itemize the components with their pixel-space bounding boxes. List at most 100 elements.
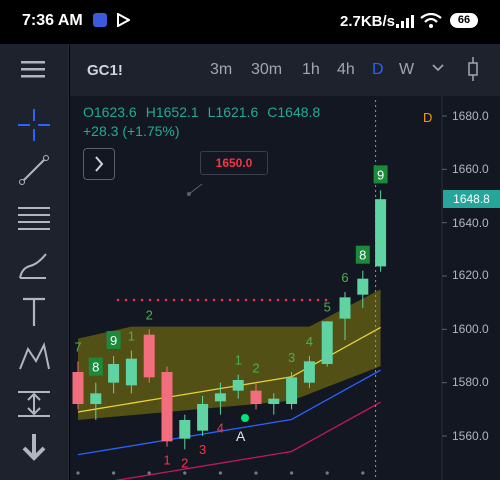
- y-tick: 1660.0: [452, 162, 489, 176]
- candle-body: [339, 297, 351, 319]
- bottom-dot: [361, 471, 365, 475]
- fib-retracement-tool[interactable]: [16, 200, 52, 236]
- chevron-right-icon: [95, 156, 104, 172]
- bottom-dot: [290, 471, 294, 475]
- timeframe-d[interactable]: D: [372, 61, 384, 78]
- timeframe-4h[interactable]: 4h: [337, 61, 355, 78]
- price-chart[interactable]: 789121234123456789: [70, 96, 500, 480]
- sequence-box: [88, 357, 103, 376]
- sequence-label: 8: [359, 248, 366, 263]
- bottom-dot: [218, 471, 222, 475]
- resistance-dot: [172, 298, 176, 302]
- resistance-dot: [244, 298, 248, 302]
- ohlc-close: C1648.8: [267, 104, 321, 120]
- sequence-label: 4: [217, 421, 224, 436]
- sequence-label: 2: [252, 361, 259, 376]
- arrow-down-icon: [22, 434, 46, 461]
- sequence-label: 4: [306, 334, 313, 349]
- resistance-dot: [300, 298, 304, 302]
- sequence-label: 3: [288, 350, 295, 365]
- timeframe-3m[interactable]: 3m: [210, 61, 233, 78]
- bottom-dot: [183, 471, 187, 475]
- resistance-dot: [308, 298, 312, 302]
- ma-pink-line: [114, 401, 381, 480]
- candle-body: [108, 364, 120, 383]
- y-tick: 1580.0: [452, 375, 489, 389]
- resistance-dot: [140, 298, 144, 302]
- chart-type-button[interactable]: [463, 56, 483, 87]
- resistance-dot: [180, 298, 184, 302]
- trend-line-icon: [19, 155, 49, 185]
- expand-legend-button[interactable]: [83, 148, 115, 180]
- timeframe-1h[interactable]: 1h: [302, 61, 320, 78]
- sequence-label: 6: [341, 270, 348, 285]
- y-tick: 1680.0: [452, 109, 489, 123]
- resistance-dot: [228, 298, 232, 302]
- candle-body: [179, 420, 191, 439]
- pattern-icon: [19, 341, 50, 370]
- sequence-label: 1: [128, 329, 135, 344]
- ma-blue-line: [77, 369, 381, 456]
- brush-tool[interactable]: [16, 248, 52, 284]
- candle-body: [143, 334, 155, 378]
- resistance-dot: [236, 298, 240, 302]
- resistance-dot: [116, 298, 120, 302]
- status-time: 7:36 AM: [22, 12, 83, 29]
- resistance-dot: [292, 298, 296, 302]
- text-tool[interactable]: [16, 294, 52, 330]
- sequence-label: 9: [377, 167, 384, 182]
- last-price-tag: 1648.8: [443, 190, 500, 208]
- text-icon: [23, 297, 45, 326]
- resistance-dot: [284, 298, 288, 302]
- ohlc-change: +28.3 (+1.75%): [83, 123, 180, 139]
- candle-body: [357, 278, 369, 295]
- measure-tool[interactable]: [16, 386, 52, 422]
- ohlc-low: L1621.6: [207, 104, 259, 120]
- trend-line-tool[interactable]: [16, 152, 52, 188]
- resistance-dot: [204, 298, 208, 302]
- resistance-dot: [260, 298, 264, 302]
- candle-body: [375, 199, 387, 267]
- scroll-down-button[interactable]: [16, 430, 52, 466]
- timeframe-dropdown[interactable]: [431, 60, 445, 79]
- resistance-dot: [156, 298, 160, 302]
- menu-button[interactable]: [0, 44, 68, 96]
- battery-indicator: 66: [450, 13, 478, 28]
- sequence-box: [355, 245, 370, 264]
- network-speed: 2.7KB/s: [340, 13, 396, 30]
- sequence-label: 7: [74, 339, 81, 354]
- resistance-dot: [196, 298, 200, 302]
- crosshair-tool[interactable]: [16, 107, 52, 143]
- marker-label: A: [236, 428, 246, 444]
- marker-dot: [241, 414, 249, 422]
- status-bar: 7:36 AM 2.7KB/s 66: [0, 0, 500, 44]
- candle-body: [90, 393, 102, 404]
- resistance-dot: [164, 298, 168, 302]
- y-tick: 1640.0: [452, 216, 489, 230]
- sequence-label: 2: [146, 307, 153, 322]
- bottom-dot: [254, 471, 258, 475]
- resistance-dot: [212, 298, 216, 302]
- hamburger-icon: [21, 61, 45, 78]
- interval-flag: D: [423, 110, 433, 125]
- resistance-dot: [148, 298, 152, 302]
- timeframe-30m[interactable]: 30m: [251, 61, 283, 78]
- resistance-dot: [252, 298, 256, 302]
- sequence-label: 1: [163, 453, 170, 468]
- timeframe-w[interactable]: W: [399, 61, 415, 78]
- pattern-tool[interactable]: [16, 339, 52, 375]
- notification-app-icon: [93, 13, 107, 27]
- candle-body: [286, 377, 298, 404]
- measure-icon: [18, 391, 50, 417]
- callout-anchor: [188, 183, 203, 195]
- candle-body: [232, 380, 244, 391]
- wifi-icon: [420, 12, 442, 34]
- ohlc-high: H1652.1: [145, 104, 199, 120]
- y-tick: 1560.0: [452, 429, 489, 443]
- symbol-label[interactable]: GC1!: [87, 62, 123, 79]
- price-callout[interactable]: 1650.0: [200, 151, 268, 175]
- sequence-box: [106, 331, 121, 349]
- candle-body: [250, 390, 262, 404]
- chart-toolbar: [70, 44, 500, 97]
- y-tick: 1600.0: [452, 322, 489, 336]
